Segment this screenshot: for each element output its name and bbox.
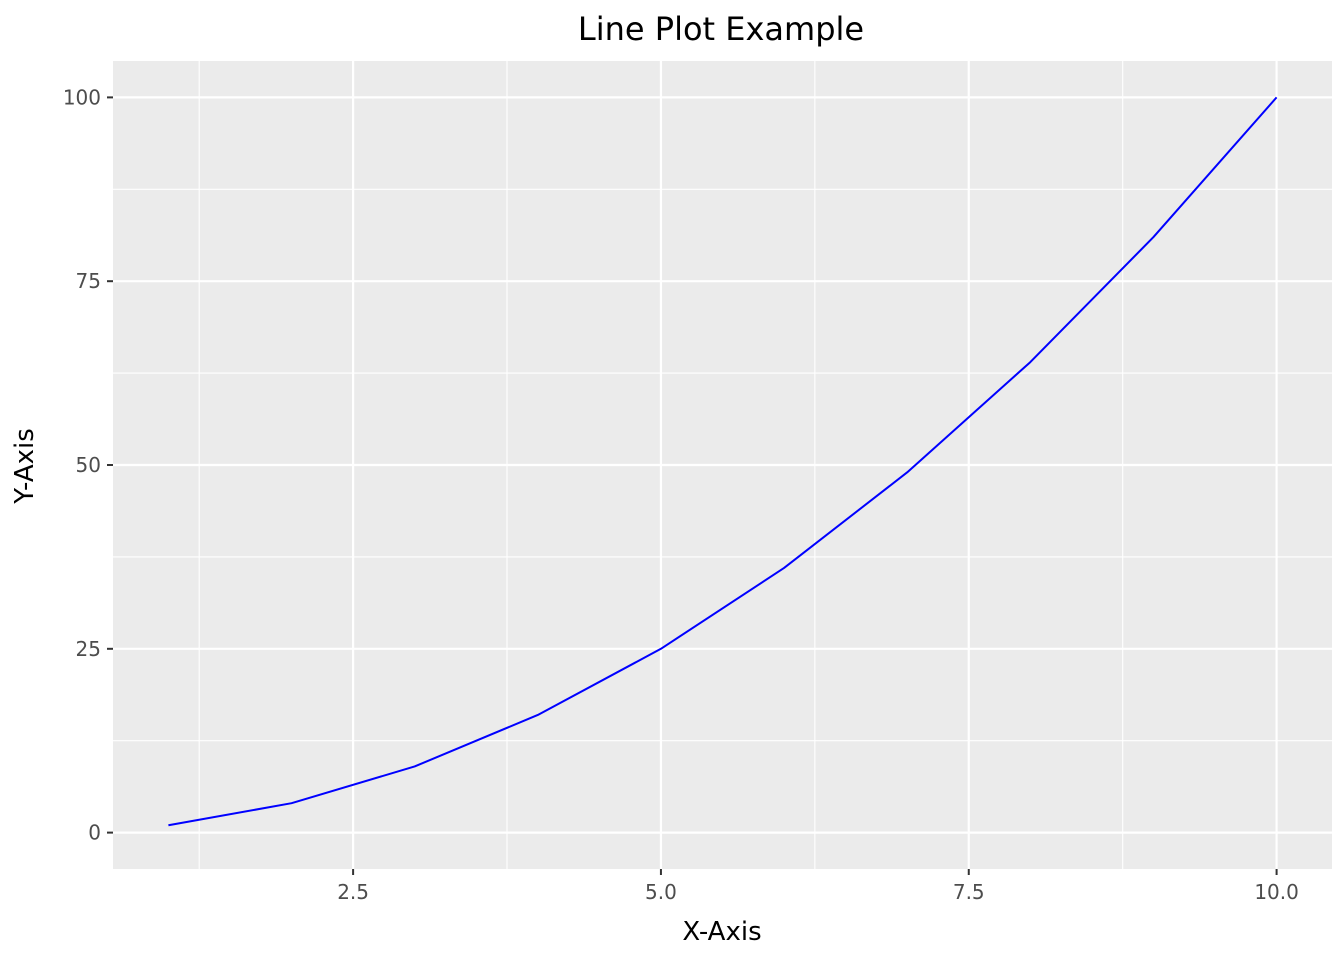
x-tick-label: 2.5 [337, 880, 369, 904]
y-axis: 0 25 50 75 100 [63, 85, 113, 845]
y-axis-title: Y-Axis [10, 428, 40, 505]
y-tick-label: 75 [76, 269, 101, 293]
x-axis-title: X-Axis [682, 917, 761, 947]
major-gridlines [113, 61, 1332, 869]
chart-title: Line Plot Example [578, 10, 864, 48]
y-tick-label: 0 [88, 821, 101, 845]
x-tick-label: 7.5 [953, 880, 985, 904]
series-layer [168, 96, 1278, 827]
x-axis: 2.5 5.0 7.5 10.0 [337, 869, 1299, 904]
x-tick-label: 5.0 [645, 880, 677, 904]
y-tick-label: 50 [76, 453, 101, 477]
x-tick-label: 10.0 [1254, 880, 1299, 904]
series-line [168, 96, 1278, 827]
y-tick-label: 100 [63, 85, 101, 109]
y-tick-label: 25 [76, 637, 101, 661]
